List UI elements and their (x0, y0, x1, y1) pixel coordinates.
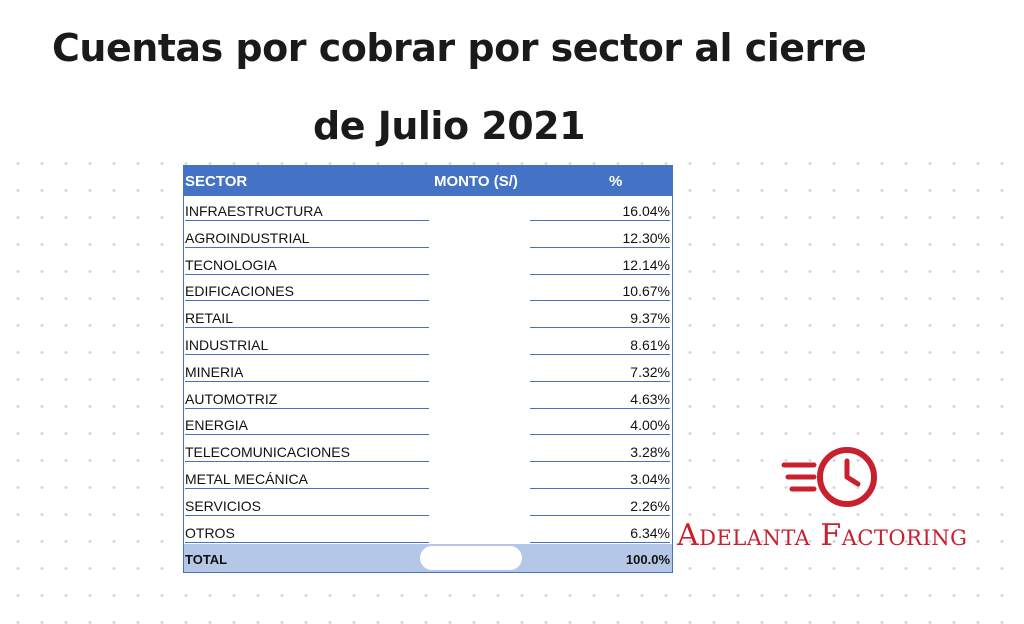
table-row: SERVICIOS 2.26% (184, 491, 672, 518)
total-label: TOTAL (185, 552, 228, 568)
redacted-amount-cell (430, 310, 530, 327)
table-row: MINERIA 7.32% (184, 357, 672, 384)
total-pct: 100.0% (625, 552, 670, 568)
table-row: AGROINDUSTRIAL 12.30% (184, 223, 672, 250)
redacted-amount-cell (430, 283, 530, 300)
sector-cell: INDUSTRIAL (185, 337, 429, 355)
sector-cell: TECNOLOGIA (185, 257, 429, 275)
sector-cell: RETAIL (185, 310, 429, 329)
pct-cell: 6.34% (530, 525, 670, 543)
sector-cell: OTROS (185, 525, 429, 543)
header-sector: SECTOR (185, 173, 248, 190)
adelanta-logo (781, 447, 877, 507)
table-row: EDIFICACIONES 10.67% (184, 276, 672, 303)
clock-speed-icon (781, 447, 877, 507)
sector-cell: AGROINDUSTRIAL (185, 230, 429, 248)
table-row: AUTOMOTRIZ 4.63% (184, 384, 672, 411)
redacted-amount-cell (430, 444, 530, 461)
redacted-amount-cell (430, 337, 530, 354)
pct-cell: 16.04% (530, 203, 670, 221)
redacted-amount-cell (430, 525, 530, 542)
table-row: TELECOMUNICACIONES 3.28% (184, 437, 672, 464)
page-title-line-2: de Julio 2021 (313, 104, 586, 148)
pct-cell: 3.04% (530, 471, 670, 489)
sector-cell: SERVICIOS (185, 498, 429, 516)
pct-cell: 12.30% (530, 230, 670, 248)
sector-cell: TELECOMUNICACIONES (185, 444, 429, 463)
pct-cell: 8.61% (530, 337, 670, 355)
redacted-amount-cell (430, 364, 530, 381)
table-row: ENERGIA 4.00% (184, 410, 672, 437)
sector-cell: MINERIA (185, 364, 429, 382)
pct-cell: 12.14% (530, 257, 670, 275)
table-body: INFRAESTRUCTURA 16.04% AGROINDUSTRIAL 12.30… (184, 196, 672, 544)
redacted-total-amount (420, 546, 522, 571)
table-row: TECNOLOGIA 12.14% (184, 250, 672, 277)
header-pct: % (609, 173, 623, 190)
receivables-table: SECTOR MONTO (S/) % INFRAESTRUCTURA 16.04… (183, 165, 673, 574)
table-row: OTROS 6.34% (184, 518, 672, 545)
pct-cell: 4.00% (530, 417, 670, 436)
sector-cell: AUTOMOTRIZ (185, 391, 429, 409)
table-row: METAL MECÁNICA 3.04% (184, 464, 672, 491)
redacted-amount-cell (430, 257, 530, 274)
table-row: RETAIL 9.37% (184, 303, 672, 330)
table-header: SECTOR MONTO (S/) % (184, 166, 672, 196)
pct-cell: 7.32% (530, 364, 670, 382)
logo-text: Adelanta Factoring (677, 518, 968, 553)
pct-cell: 2.26% (530, 498, 670, 516)
table-total-row: TOTAL 100.0% (184, 544, 672, 573)
redacted-amount-cell (430, 471, 530, 488)
pct-cell: 3.28% (530, 444, 670, 463)
sector-cell: METAL MECÁNICA (185, 471, 429, 489)
redacted-amount-cell (430, 391, 530, 408)
pct-cell: 4.63% (530, 391, 670, 409)
table-row: INDUSTRIAL 8.61% (184, 330, 672, 357)
redacted-amount-cell (430, 417, 530, 434)
table-row: INFRAESTRUCTURA 16.04% (184, 196, 672, 223)
redacted-amount-cell (430, 230, 530, 247)
sector-cell: ENERGIA (185, 417, 429, 436)
title-area: Cuentas por cobrar por sector al cierre … (0, 0, 1024, 160)
header-monto: MONTO (S/) (434, 173, 518, 190)
pct-cell: 10.67% (530, 283, 670, 302)
page-title-line-1: Cuentas por cobrar por sector al cierre (52, 26, 867, 70)
pct-cell: 9.37% (530, 310, 670, 329)
sector-cell: EDIFICACIONES (185, 283, 429, 302)
redacted-amount-cell (430, 498, 530, 515)
redacted-amount-cell (430, 203, 530, 220)
sector-cell: INFRAESTRUCTURA (185, 203, 429, 221)
